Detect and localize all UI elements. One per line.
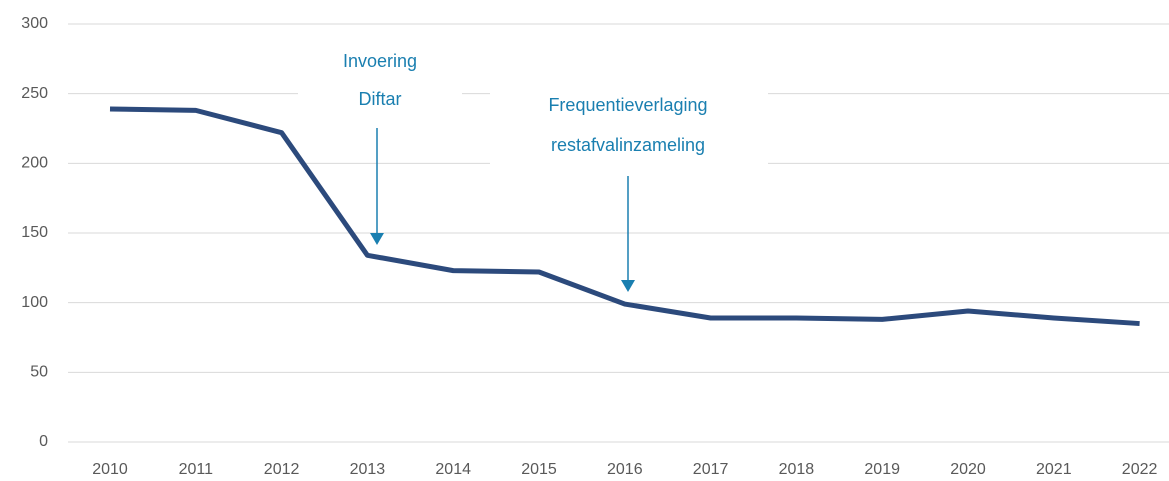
annotation-box [490, 86, 768, 164]
y-tick-label: 150 [21, 224, 48, 241]
annotation-text: restafvalinzameling [551, 135, 705, 155]
annotation-arrowhead [621, 280, 635, 292]
x-tick-label: 2018 [779, 461, 815, 478]
x-tick-label: 2016 [607, 461, 643, 478]
x-tick-label: 2021 [1036, 461, 1072, 478]
annotation-text: Invoering [343, 51, 417, 71]
annotation-box [298, 40, 462, 118]
x-tick-label: 2013 [350, 461, 386, 478]
x-tick-label: 2019 [864, 461, 900, 478]
x-tick-label: 2020 [950, 461, 986, 478]
annotation-text: Frequentieverlaging [548, 95, 707, 115]
x-tick-label: 2014 [435, 461, 471, 478]
x-tick-label: 2010 [92, 461, 128, 478]
y-tick-label: 0 [39, 433, 48, 450]
y-tick-label: 250 [21, 85, 48, 102]
x-tick-label: 2011 [179, 461, 214, 478]
x-tick-label: 2015 [521, 461, 557, 478]
x-tick-label: 2012 [264, 461, 300, 478]
y-tick-label: 50 [30, 364, 48, 381]
x-tick-label: 2017 [693, 461, 729, 478]
y-tick-label: 300 [21, 15, 48, 32]
x-tick-label: 2022 [1122, 461, 1158, 478]
y-tick-label: 100 [21, 294, 48, 311]
annotation-text: Diftar [358, 89, 401, 109]
data-line [109, 106, 1140, 327]
y-tick-label: 200 [21, 155, 48, 172]
annotation-arrowhead [370, 233, 384, 245]
